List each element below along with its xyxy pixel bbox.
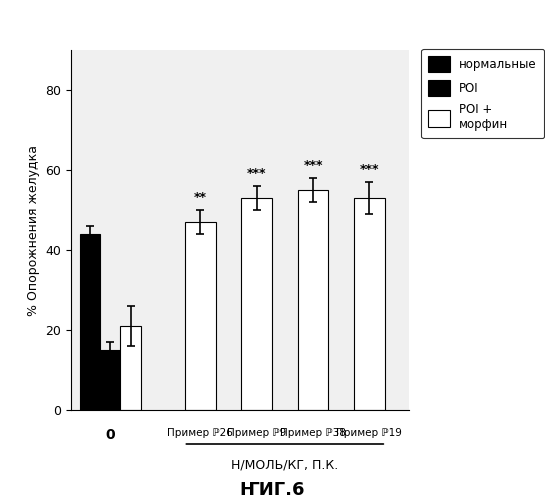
Text: 0: 0 [106,428,115,442]
Bar [354,198,385,410]
Text: ***: *** [303,159,323,172]
Legend: нормальные, POI, POI +
морфин: нормальные, POI, POI + морфин [421,48,544,138]
Text: Пример ℙ19: Пример ℙ19 [336,428,402,438]
Text: ***: *** [360,163,379,176]
Y-axis label: % Опорожнения желудка: % Опорожнения желудка [27,144,40,316]
Bar [80,234,100,410]
Bar [100,350,120,410]
Bar [241,198,272,410]
Text: Пример ℙ38: Пример ℙ38 [280,428,346,438]
Text: Н/МОЛЬ/КГ, П.К.: Н/МОЛЬ/КГ, П.К. [231,458,338,471]
Text: ҤИГ.6: ҤИГ.6 [240,481,305,499]
Text: Пример ℙ26: Пример ℙ26 [167,428,233,438]
Text: Пример ℙ9: Пример ℙ9 [227,428,286,438]
Bar [185,222,216,410]
Bar [298,190,328,410]
Bar [120,326,141,410]
Text: **: ** [194,191,207,204]
Text: ***: *** [247,167,267,180]
